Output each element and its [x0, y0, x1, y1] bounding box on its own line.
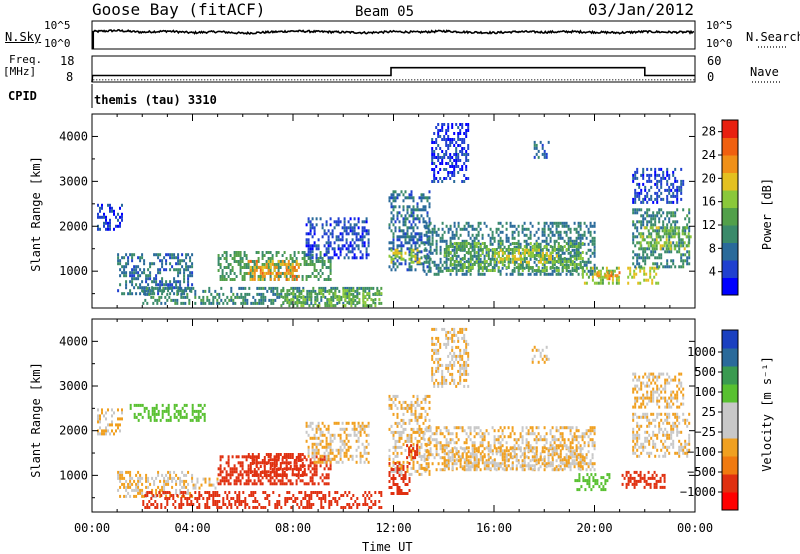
nsearch-tick-top: 10^5 — [706, 19, 733, 32]
power-colorbar-frame — [721, 119, 739, 296]
time-tick-label: 20:00 — [576, 521, 612, 535]
power-color-step — [722, 207, 738, 226]
velocity-ylabel: Slant Range [km] — [29, 362, 43, 478]
power-cells — [97, 123, 692, 308]
power-color-step — [722, 277, 738, 296]
velocity-ytick-label: 2000 — [59, 424, 88, 438]
velocity-colorbar-tick-label: 100 — [694, 385, 716, 399]
velocity-ytick-label: 3000 — [59, 379, 88, 393]
velocity-color-step — [722, 366, 738, 385]
x-axis-title: Time UT — [362, 540, 413, 554]
velocity-ytick-label: 1000 — [59, 468, 88, 482]
power-color-step — [722, 155, 738, 173]
time-tick-label: 08:00 — [275, 521, 311, 535]
power-colorbar-tick-label: 8 — [709, 241, 716, 255]
nsky-label: N.Sky — [5, 30, 42, 44]
power-color-step — [722, 190, 738, 208]
power-colorbar-tick-label: 12 — [702, 218, 716, 232]
power-color-step — [722, 172, 738, 191]
nave-label: Nave — [750, 65, 779, 79]
velocity-colorbar-tick-label: 500 — [694, 365, 716, 379]
velocity-colorbar-tick-label: −25 — [694, 425, 716, 439]
time-tick-label: 00:00 — [677, 521, 713, 535]
power-ylabel: Slant Range [km] — [29, 156, 43, 272]
power-ytick-label: 2000 — [59, 219, 88, 233]
power-colorbar-tick-label: 20 — [702, 171, 716, 185]
freq-label: Freq. — [9, 53, 43, 66]
velocity-ytick-label: 4000 — [59, 334, 88, 348]
power-color-step — [722, 260, 738, 278]
nsearch-label: N.Search — [746, 30, 800, 44]
power-ytick-label: 4000 — [59, 129, 88, 143]
velocity-colorbar-tick-label: −100 — [687, 445, 716, 459]
velocity-colorbar-tick-label: 25 — [702, 405, 716, 419]
power-color-step — [722, 120, 738, 138]
nave-tick-bottom: 0 — [707, 70, 715, 84]
cpid-value: themis (tau) 3310 — [94, 93, 217, 107]
date-label: 03/Jan/2012 — [588, 0, 694, 19]
power-colorbar-tick-label: 24 — [702, 148, 716, 162]
time-tick-label: 00:00 — [74, 521, 110, 535]
freq-unit: [MHz] — [3, 65, 37, 78]
velocity-color-step — [722, 438, 738, 457]
velocity-cells — [97, 327, 691, 509]
power-colorbar-label: Power [dB] — [760, 177, 774, 251]
velocity-color-step — [722, 456, 738, 475]
time-tick-label: 12:00 — [375, 521, 411, 535]
freq-frame — [91, 55, 696, 83]
power-colorbar-tick-label: 28 — [702, 125, 716, 139]
velocity-color-step — [722, 420, 738, 439]
time-tick-label: 16:00 — [476, 521, 512, 535]
power-color-step — [722, 242, 738, 261]
velocity-color-step — [722, 384, 738, 403]
nsky-frame — [91, 20, 696, 50]
nsky-line — [91, 28, 695, 36]
velocity-colorbar-tick-label: −500 — [687, 465, 716, 479]
power-color-step — [722, 137, 738, 156]
power-colorbar-tick-label: 4 — [709, 265, 716, 279]
cpid-label: CPID — [8, 89, 37, 103]
power-color-step — [722, 225, 738, 243]
beam-label: Beam 05 — [355, 4, 415, 20]
freq-tick-bottom: 8 — [66, 70, 74, 84]
power-ytick-label: 3000 — [59, 174, 88, 188]
power-colorbar-tick-label: 16 — [702, 195, 716, 209]
power-ytick-label: 1000 — [59, 264, 88, 278]
velocity-color-step — [722, 492, 738, 511]
velocity-color-step — [722, 402, 738, 421]
velocity-colorbar-label: Velocity [m s⁻¹] — [760, 356, 774, 472]
velocity-colorbar-tick-label: 1000 — [687, 345, 716, 359]
station-title: Goose Bay (fitACF) — [92, 0, 266, 19]
time-tick-label: 04:00 — [174, 521, 210, 535]
velocity-colorbar-frame — [721, 329, 739, 511]
freq-line — [91, 66, 695, 83]
velocity-color-step — [722, 474, 738, 493]
velocity-color-step — [722, 348, 738, 367]
velocity-colorbar-tick-label: −1000 — [680, 485, 716, 499]
nsearch-tick-bottom: 10^0 — [706, 37, 733, 50]
nsky-tick-bottom: 10^0 — [44, 37, 71, 50]
velocity-color-step — [722, 330, 738, 349]
nsky-tick-top: 10^5 — [44, 19, 71, 32]
freq-tick-top: 18 — [60, 54, 75, 68]
nave-tick-top: 60 — [707, 54, 722, 68]
